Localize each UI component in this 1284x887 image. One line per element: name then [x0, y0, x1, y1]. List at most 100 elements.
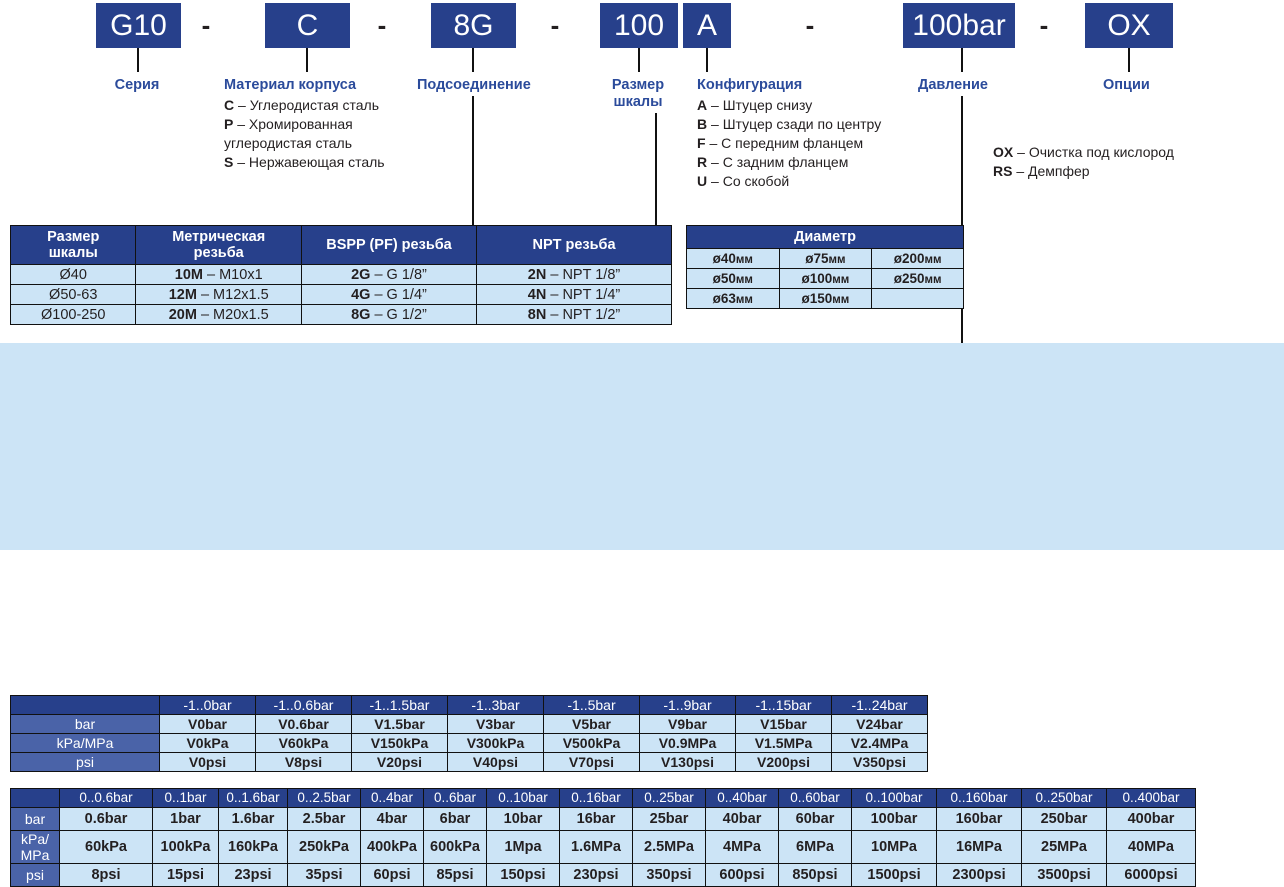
- diameter-cell: ø63мм: [686, 288, 780, 309]
- thread-table-header-dial-size: Размер шкалы: [9, 225, 137, 265]
- material-option-sep: –: [237, 116, 246, 132]
- code-box-material[interactable]: C: [265, 3, 350, 48]
- pressure-code-cell: 25MPa: [1021, 830, 1107, 864]
- material-option-item: P – Хромированная: [224, 115, 385, 134]
- config-option-text: Штуцер сзади по центру: [722, 116, 882, 132]
- pressure-code-cell: V0kPa: [159, 733, 256, 753]
- group-title-configuration: Конфигурация: [697, 77, 803, 93]
- diameter-cell: ø50мм: [686, 268, 780, 289]
- pressure-code-cell: 60kPa: [59, 830, 153, 864]
- code-box-dial-size[interactable]: 100: [600, 3, 678, 48]
- pressure-unit-label: bar: [10, 714, 160, 734]
- pressure-code-cell: 600psi: [705, 863, 779, 887]
- pressure-code-cell: 6bar: [423, 807, 487, 831]
- pressure-table-corner: [10, 788, 60, 808]
- connector-line-connection-to-thread-table: [472, 96, 474, 225]
- pressure-code-cell: V3bar: [447, 714, 544, 734]
- pressure-code-cell: 160kPa: [218, 830, 288, 864]
- option-item: OX – Очистка под кислород: [993, 143, 1174, 162]
- thread-cell-metric: 10M – M10x1: [135, 264, 302, 285]
- config-option-text: Штуцер снизу: [722, 97, 813, 113]
- connector-stem-options: [1128, 48, 1130, 72]
- pressure-code-cell: V2.4MPa: [831, 733, 928, 753]
- pressure-range-header: 0..10bar: [486, 788, 560, 808]
- config-option-text: С передним фланцем: [721, 135, 864, 151]
- config-option-code: B: [697, 116, 708, 132]
- pressure-range-header: 0..160bar: [936, 788, 1022, 808]
- code-box-pressure[interactable]: 100bar: [903, 3, 1015, 48]
- group-title-pressure: Давление: [918, 77, 988, 93]
- pressure-code-cell: 150psi: [486, 863, 560, 887]
- material-options-list: C – Углеродистая сталь P – Хромированная…: [224, 96, 385, 172]
- table-row: Ø50-63 12M – M12x1.5 4G – G 1/4” 4N – NP…: [9, 284, 672, 305]
- pressure-code-cell: V300kPa: [447, 733, 544, 753]
- pressure-code-cell: 160bar: [936, 807, 1022, 831]
- thread-cell-bspp: 2G – G 1/8”: [300, 264, 478, 285]
- config-option-code: F: [697, 135, 706, 151]
- pressure-code-cell: 600kPa: [423, 830, 487, 864]
- config-option-sep: –: [711, 116, 719, 132]
- group-title-dial-size-l2: шкалы: [613, 94, 663, 110]
- pressure-range-header: -1..0bar: [159, 695, 256, 715]
- material-option-text: Углеродистая сталь: [249, 97, 379, 113]
- pressure-range-header: -1..24bar: [831, 695, 928, 715]
- thread-cell-npt: 2N – NPT 1/8”: [476, 264, 672, 285]
- pressure-code-cell: V130psi: [639, 752, 736, 772]
- material-option-text: Нержавеющая сталь: [248, 154, 385, 170]
- pressure-code-cell: 1bar: [152, 807, 219, 831]
- pressure-code-cell: 250bar: [1021, 807, 1107, 831]
- config-option-code: R: [697, 154, 708, 170]
- pressure-range-header: -1..5bar: [543, 695, 640, 715]
- pressure-code-cell: V5bar: [543, 714, 640, 734]
- pressure-code-cell: 60psi: [360, 863, 424, 887]
- pressure-code-cell: 2300psi: [936, 863, 1022, 887]
- pressure-code-cell: V60kPa: [255, 733, 352, 753]
- connector-stem-dial-size: [638, 48, 640, 72]
- option-item: RS – Демпфер: [993, 162, 1174, 181]
- diameter-cell: [871, 288, 964, 309]
- pressure-code-cell: 1.6bar: [218, 807, 288, 831]
- pressure-code-cell: 2.5MPa: [632, 830, 706, 864]
- diameter-table: Диаметр ø40мм ø75мм ø200мм ø50мм ø100мм …: [686, 225, 964, 309]
- code-separator-dash: -: [550, 10, 560, 40]
- pressure-range-header: -1..1.5bar: [351, 695, 448, 715]
- pressure-range-header: 0..25bar: [632, 788, 706, 808]
- code-box-connection[interactable]: 8G: [431, 3, 516, 48]
- config-option-text: С задним фланцем: [722, 154, 849, 170]
- option-sep: –: [1017, 144, 1025, 160]
- table-row: psi 8psi 15psi 23psi 35psi 60psi 85psi 150psi 23…: [10, 863, 1196, 887]
- config-option-item: A – Штуцер снизу: [697, 96, 881, 115]
- thread-cell-npt: 4N – NPT 1/4”: [476, 284, 672, 305]
- connector-stem-material: [306, 48, 308, 72]
- configuration-options-list: A – Штуцер снизу B – Штуцер сзади по цен…: [697, 96, 881, 191]
- diameter-cell: ø200мм: [871, 248, 964, 269]
- table-row: ø40мм ø75мм ø200мм: [686, 248, 964, 269]
- pressure-code-cell: 8psi: [59, 863, 153, 887]
- connector-stem-configuration: [706, 48, 708, 72]
- pressure-range-header: 0..1bar: [152, 788, 219, 808]
- table-row: ø50мм ø100мм ø250мм: [686, 268, 964, 289]
- pressure-range-header: -1..3bar: [447, 695, 544, 715]
- code-box-configuration[interactable]: A: [683, 3, 731, 48]
- pressure-code-cell: V200psi: [735, 752, 832, 772]
- material-option-item: C – Углеродистая сталь: [224, 96, 385, 115]
- pressure-code-cell: 6MPa: [778, 830, 852, 864]
- config-option-sep: –: [711, 173, 719, 189]
- material-option-sep: –: [238, 97, 246, 113]
- config-option-item: R – С задним фланцем: [697, 153, 881, 172]
- pressure-code-cell: 10bar: [486, 807, 560, 831]
- thread-cell-metric: 20M – M20x1.5: [135, 304, 302, 325]
- config-option-code: A: [697, 97, 708, 113]
- pressure-code-cell: 3500psi: [1021, 863, 1107, 887]
- pressure-range-header: 0..100bar: [851, 788, 937, 808]
- pressure-code-cell: 400bar: [1106, 807, 1196, 831]
- table-row: bar 0.6bar 1bar 1.6bar 2.5bar 4bar 6bar 10bar 16…: [10, 807, 1196, 831]
- material-option-item: углеродистая сталь: [224, 134, 385, 153]
- material-option-text: углеродистая сталь: [224, 135, 353, 151]
- table-row: kPa/MPa V0kPa V60kPa V150kPa V300kPa V500kPa V…: [10, 733, 928, 753]
- pressure-range-table: 0..0.6bar 0..1bar 0..1.6bar 0..2.5bar 0..4ba…: [10, 788, 1196, 887]
- code-box-series[interactable]: G10: [96, 3, 181, 48]
- code-separator-dash: -: [805, 10, 815, 40]
- pressure-unit-label: kPa/MPa: [10, 733, 160, 753]
- code-box-options[interactable]: OX: [1085, 3, 1173, 48]
